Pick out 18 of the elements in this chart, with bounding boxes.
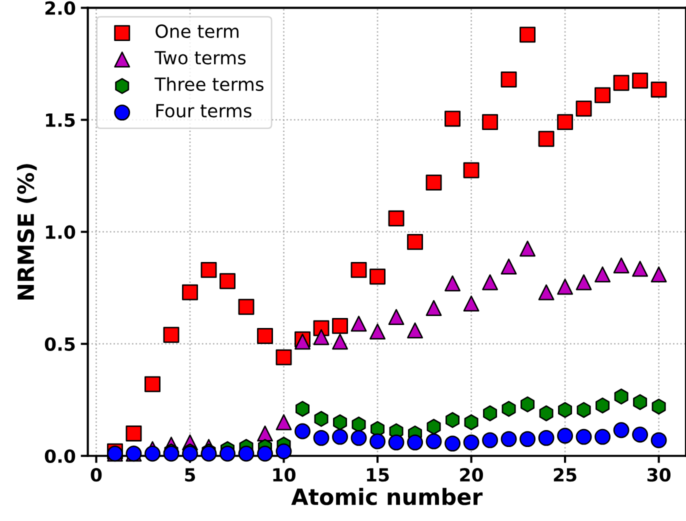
x-tick-label: 20 bbox=[460, 468, 483, 482]
x-tick-label: 15 bbox=[367, 468, 389, 482]
legend-label: Two terms bbox=[154, 51, 246, 65]
legend-label: Four terms bbox=[156, 104, 252, 118]
x-tick-label: 30 bbox=[647, 468, 671, 482]
y-tick-label: 2.0 bbox=[45, 1, 76, 15]
y-tick-label: 1.0 bbox=[46, 225, 76, 239]
x-tick-label: 10 bbox=[273, 468, 296, 482]
y-tick-label: 0.0 bbox=[44, 449, 76, 463]
x-tick-label: 5 bbox=[185, 468, 196, 482]
x-tick-label: 0 bbox=[90, 468, 102, 482]
y-tick-label: 1.5 bbox=[46, 114, 75, 127]
legend-label: Three terms bbox=[154, 77, 264, 92]
y-axis-title: NRMSE (%) bbox=[16, 164, 37, 300]
x-tick-label: 25 bbox=[554, 468, 576, 482]
legend-label: One term bbox=[156, 24, 238, 38]
x-axis-title: Atomic number bbox=[291, 488, 483, 506]
y-tick-label: 0.5 bbox=[44, 337, 75, 351]
